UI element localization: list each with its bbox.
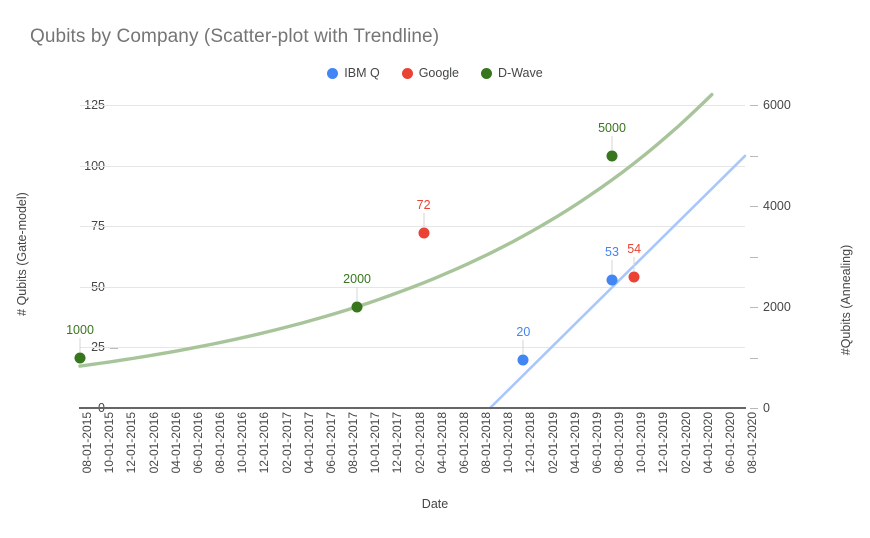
data-point[interactable]	[628, 271, 640, 283]
x-tick-label: 12-01-2017	[390, 412, 405, 474]
data-label-stem	[79, 337, 81, 352]
x-tick-label: 10-01-2019	[634, 412, 649, 474]
x-tick-label: 08-01-2020	[745, 412, 759, 474]
x-tick-label: 06-01-2020	[722, 412, 737, 474]
x-tick-label: 04-01-2020	[700, 412, 715, 474]
trendline	[78, 92, 714, 368]
x-tick-label: 08-01-2015	[80, 412, 94, 474]
legend-label-d-wave: D-Wave	[498, 66, 543, 80]
x-tick-label: 12-01-2018	[523, 412, 538, 474]
data-label-stem	[611, 135, 613, 150]
data-label-stem	[633, 257, 635, 272]
legend-label-ibm-q: IBM Q	[344, 66, 380, 80]
x-tick-label: 06-01-2019	[589, 412, 604, 474]
legend-item-d-wave[interactable]: D-Wave	[481, 66, 543, 80]
x-tick-label: 10-01-2018	[501, 412, 516, 474]
data-point[interactable]	[606, 150, 618, 161]
data-point-label: 53	[605, 244, 619, 259]
x-axis-title: Date	[421, 497, 449, 511]
trendlines	[78, 92, 747, 410]
x-axis-ticks: 08-01-2015 10-01-2015 12-01-2015 02-01-2016…	[80, 412, 759, 492]
data-label-stem	[522, 339, 524, 354]
x-tick-label: 06-01-2016	[190, 412, 205, 474]
y-tick-right-minor	[750, 250, 820, 264]
chart-title: Qubits by Company (Scatter-plot with Tre…	[30, 26, 440, 47]
legend-marker-ibm-q	[327, 67, 339, 79]
x-tick-label: 06-01-2017	[323, 412, 338, 474]
gridline	[80, 105, 745, 106]
x-tick-label: 08-01-2016	[213, 412, 227, 474]
plot-area: 20 53 72 54 1000 2000 5000	[66, 92, 747, 410]
gridline	[80, 165, 745, 167]
x-tick-label: 12-01-2019	[656, 412, 671, 474]
y-tick-right: 0	[750, 401, 820, 415]
y-tick-right: 4000	[750, 199, 820, 213]
legend-item-ibm-q[interactable]: IBM Q	[327, 66, 380, 80]
data-point-label: 1000	[66, 322, 94, 337]
x-tick-label: 02-01-2017	[279, 412, 294, 474]
y-axis-right-title: #Qubits (Annealing)	[839, 244, 853, 356]
x-tick-label: 12-01-2015	[124, 412, 139, 474]
data-point[interactable]	[606, 274, 618, 286]
x-tick-label: 10-01-2015	[102, 412, 117, 474]
x-tick-label: 10-01-2017	[368, 412, 383, 474]
data-point-label: 72	[416, 198, 431, 213]
x-tick-label: 08-01-2017	[346, 412, 360, 474]
data-label-stem	[423, 213, 425, 228]
chart-legend: IBM Q Google D-Wave	[0, 66, 870, 80]
data-point[interactable]	[418, 227, 430, 239]
gridline	[80, 226, 745, 228]
gridline	[80, 347, 745, 349]
x-axis-line	[79, 407, 746, 409]
x-tick-label: 10-01-2016	[235, 412, 250, 474]
x-tick-label: 04-01-2018	[434, 412, 449, 474]
x-tick-label: 02-01-2016	[146, 412, 161, 474]
data-point[interactable]	[517, 354, 529, 366]
data-point[interactable]	[351, 301, 363, 313]
data-point-label: 2000	[343, 272, 371, 286]
x-tick-label: 04-01-2019	[567, 412, 582, 474]
y-tick-right-minor	[750, 351, 820, 365]
x-tick-label: 02-01-2020	[678, 412, 693, 474]
legend-marker-d-wave	[481, 67, 493, 79]
legend-marker-google	[401, 67, 413, 79]
y-tick-right: 2000	[750, 300, 820, 314]
x-tick-label: 12-01-2016	[257, 412, 272, 474]
trendline	[488, 154, 747, 410]
data-point-label: 54	[627, 242, 642, 257]
data-point-label: 5000	[598, 120, 626, 135]
y-tick-right: 6000	[750, 98, 820, 112]
x-tick-label: 08-01-2018	[479, 412, 493, 474]
legend-label-google: Google	[418, 66, 460, 80]
data-label-stem	[356, 287, 358, 301]
x-tick-label: 06-01-2018	[456, 412, 471, 474]
y-tick-right-minor	[750, 149, 820, 163]
data-point-label: 20	[516, 324, 531, 339]
y-axis-left-title: # Qubits (Gate-model)	[15, 192, 29, 316]
x-tick-label: 02-01-2018	[412, 412, 427, 474]
x-tick-label: 04-01-2016	[168, 412, 183, 474]
x-tick-label: 04-01-2017	[301, 412, 316, 474]
x-tick-label: 02-01-2019	[545, 412, 560, 474]
data-point[interactable]	[74, 352, 86, 363]
x-tick-label: 08-01-2019	[612, 412, 626, 474]
legend-item-google[interactable]: Google	[401, 66, 460, 80]
data-label-stem	[611, 259, 613, 274]
